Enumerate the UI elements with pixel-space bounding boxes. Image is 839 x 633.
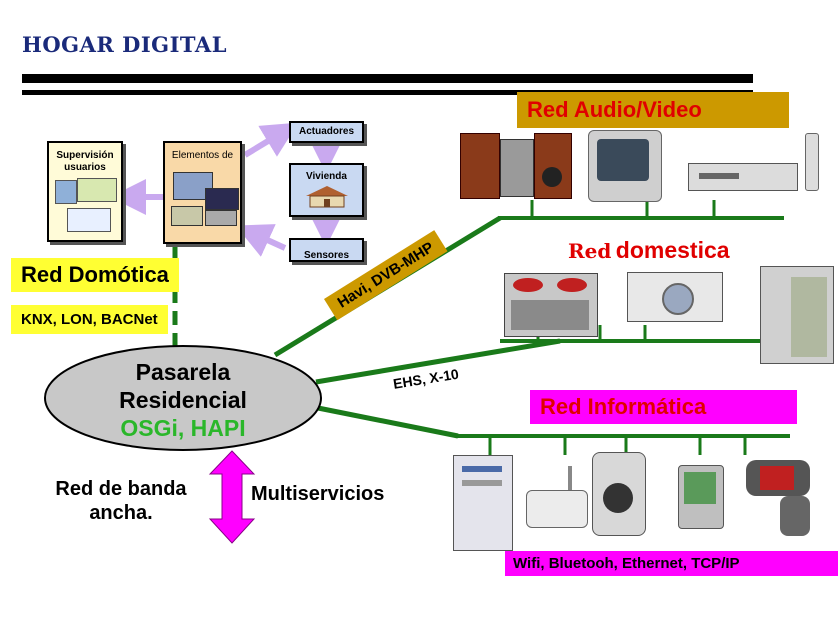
supervision-box: Supervisión usuarios [47, 141, 123, 242]
mobile-phone-image [740, 460, 816, 538]
supervision-label: Supervisión usuarios [56, 150, 114, 173]
wifi-router-image [526, 466, 588, 528]
broadband-double-arrow [208, 450, 256, 544]
desktop-pc-image [453, 455, 513, 551]
dom-link-line [315, 338, 561, 385]
vivienda-label: Vivienda [306, 171, 347, 182]
webcam-image [592, 452, 646, 536]
refrigerator-image [760, 266, 834, 364]
house-icon [305, 186, 348, 208]
gateway-line1: Pasarela [135, 359, 231, 385]
broadband-line2: ancha. [89, 502, 153, 524]
title-rule-thick [22, 74, 753, 83]
red-domestica-label: Red domestica [568, 237, 730, 264]
gateway-text: Pasarela Residencial OSGi, HAPI [45, 358, 321, 442]
red-audio-video-label: Red Audio/Video [517, 92, 789, 128]
multiservice-label: Multiservicios [251, 483, 385, 505]
red-domotica-label: Red Domótica [11, 258, 179, 292]
hifi-system-image [460, 133, 572, 199]
pda-image [678, 465, 724, 529]
sensores-box: Sensores [289, 238, 364, 262]
washing-machine-image [627, 272, 723, 322]
gateway-ellipse [44, 345, 322, 451]
domotica-protocols: KNX, LON, BACNet [11, 305, 168, 334]
broadband-label: Red de banda ancha. [36, 477, 206, 525]
broadband-line1: Red de banda [55, 478, 187, 500]
informatica-protocols: Wifi, Bluetooh, Ethernet, TCP/IP [505, 551, 838, 576]
gateway-line2: Residencial [119, 387, 247, 413]
arrow-to-actuadores [243, 122, 299, 158]
supervision-screens-image [49, 174, 121, 234]
control-hardware-image [165, 162, 240, 228]
dvd-player-image [688, 163, 798, 191]
stove-image [504, 273, 598, 337]
red-informatica-label: Red Informática [530, 390, 797, 424]
actuadores-box: Actuadores [289, 121, 364, 143]
elementos-box: Elementos de [163, 141, 242, 244]
red-domestica-label-big: domestica [615, 237, 730, 263]
remote-control-image [805, 133, 819, 191]
elementos-label: Elementos de [171, 150, 234, 161]
red-domestica-label-small: Red [568, 239, 612, 263]
inf-link-line [317, 405, 459, 439]
gateway-line3: OSGi, HAPI [120, 415, 246, 441]
page-title: HOGAR DIGITAL [22, 32, 227, 57]
television-image [588, 130, 662, 202]
title-rule-thin [22, 90, 753, 95]
vivienda-box: Vivienda [289, 163, 364, 217]
arrow-from-sensores [235, 224, 287, 257]
